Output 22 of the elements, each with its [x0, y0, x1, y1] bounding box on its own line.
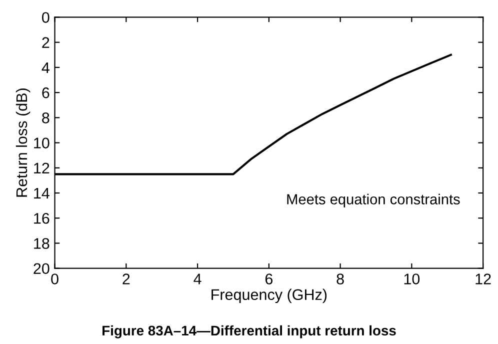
text: Figure 83A–14—Differential input return loss	[102, 325, 396, 338]
annotation: Meets equation constraints	[287, 194, 460, 208]
x-tick-label: 12	[476, 274, 491, 284]
y-tick-label: 20	[34, 263, 50, 274]
y-tick-label: 8	[42, 112, 50, 124]
y-tick-label: 16	[34, 212, 50, 224]
y-tick-label: 4	[42, 62, 50, 73]
y-tick-label: 2	[42, 37, 50, 48]
y-tick-label: 6	[42, 87, 50, 98]
y-axis-title: Return loss (dB)	[16, 88, 30, 197]
y-tick-label: 18	[34, 238, 50, 249]
y-tick-label: 14	[34, 188, 50, 199]
y-tick-label: 0	[42, 12, 50, 23]
y-tick-label: 12	[34, 162, 50, 174]
x-tick-label: 10	[404, 274, 420, 284]
x-axis-title: Frequency (GHz)	[212, 288, 327, 304]
x-tick-label: 4	[194, 274, 202, 284]
x-tick-label: 0	[51, 274, 58, 284]
y-tick-label: 10	[34, 138, 50, 148]
x-tick-label: 2	[122, 274, 130, 284]
x-tick-label: 6	[265, 274, 272, 284]
x-tick-label: 8	[336, 274, 344, 284]
